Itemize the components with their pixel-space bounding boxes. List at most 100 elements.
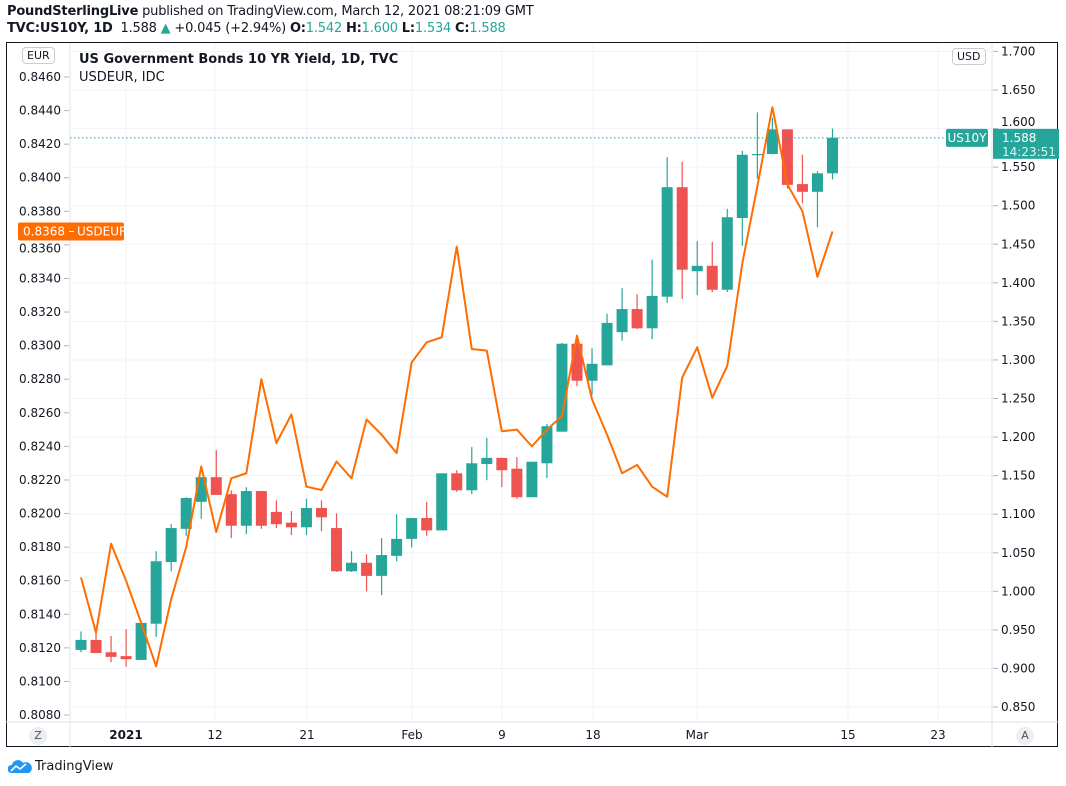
right-axis-tick-label: 1.450 bbox=[1001, 237, 1035, 251]
candle-body bbox=[601, 322, 613, 366]
left-axis-tick-label: 0.8200 bbox=[19, 507, 61, 521]
right-axis-tick-label: 1.700 bbox=[1001, 44, 1035, 58]
time-axis-tick-label: 9 bbox=[498, 728, 506, 742]
candle-body bbox=[210, 477, 222, 495]
candle-body bbox=[315, 508, 327, 518]
candle bbox=[180, 497, 192, 536]
publish-info: PoundSterlingLive published on TradingVi… bbox=[7, 4, 534, 19]
time-axis-tick-label: Mar bbox=[686, 728, 709, 742]
left-axis-tick-label: 0.8280 bbox=[19, 372, 61, 386]
legend-compare-series: USDEUR, IDC bbox=[79, 70, 165, 85]
candle-body bbox=[631, 309, 643, 329]
time-axis-tick-label: 18 bbox=[585, 728, 600, 742]
publisher-name: PoundSterlingLive bbox=[7, 4, 139, 19]
candle-body bbox=[225, 494, 237, 526]
candle bbox=[421, 501, 433, 536]
auto-scale-button[interactable]: A bbox=[1016, 727, 1034, 745]
candle bbox=[406, 518, 418, 548]
time-axis-tick-label: Feb bbox=[401, 728, 422, 742]
candle bbox=[796, 154, 808, 204]
candle bbox=[646, 259, 658, 340]
candle-body bbox=[571, 343, 583, 381]
candle-body bbox=[285, 522, 297, 528]
right-axis-tick-label: 1.600 bbox=[1001, 115, 1035, 129]
left-axis-tick-label: 0.8220 bbox=[19, 473, 61, 487]
candle bbox=[586, 348, 598, 395]
candle bbox=[195, 477, 207, 519]
brand-name: TradingView bbox=[35, 759, 114, 774]
left-axis-tick-label: 0.8380 bbox=[19, 204, 61, 218]
symbol: TVC:US10Y, 1D bbox=[7, 21, 113, 36]
open-value: 1.542 bbox=[305, 21, 343, 36]
right-axis-tick-label: 1.550 bbox=[1001, 160, 1035, 174]
right-axis-tick-label: 1.650 bbox=[1001, 83, 1035, 97]
candle bbox=[481, 437, 493, 481]
zoom-reset-button[interactable]: Z bbox=[29, 727, 47, 745]
candle bbox=[436, 473, 448, 531]
candle-body bbox=[721, 217, 733, 290]
candle-body bbox=[466, 463, 478, 491]
right-axis-tick-label: 1.200 bbox=[1001, 430, 1035, 444]
left-axis-tick-label: 0.8400 bbox=[19, 171, 61, 185]
candle bbox=[721, 208, 733, 293]
candle bbox=[766, 117, 778, 155]
candle bbox=[90, 632, 102, 654]
candle-body bbox=[511, 468, 523, 498]
left-axis-tick-label: 0.8340 bbox=[19, 271, 61, 285]
right-axis-tick-label: 0.950 bbox=[1001, 623, 1035, 637]
candle-body bbox=[451, 473, 463, 491]
candle-body bbox=[781, 129, 793, 185]
close-label: C: bbox=[455, 21, 470, 36]
candle bbox=[451, 470, 463, 492]
left-axis-tick-label: 0.8140 bbox=[19, 607, 61, 621]
published-text: published on TradingView.com, March 12, … bbox=[142, 4, 534, 19]
last-price-label: 1.588 bbox=[1002, 131, 1036, 145]
usdeur-series-name: USDEUR bbox=[77, 224, 127, 238]
candle-body bbox=[496, 457, 508, 471]
candle-body bbox=[361, 562, 373, 576]
symbol-info: TVC:US10Y, 1D 1.588 ▲ +0.045 (+2.94%) O:… bbox=[7, 21, 506, 36]
cloud-logo-icon bbox=[8, 759, 32, 773]
candle-body bbox=[180, 497, 192, 529]
candle bbox=[466, 447, 478, 495]
left-axis-tick-label: 0.8080 bbox=[19, 708, 61, 722]
candle bbox=[827, 128, 838, 180]
time-axis-tick-label: 2021 bbox=[109, 728, 142, 742]
candle-body bbox=[556, 343, 568, 432]
tradingview-logo[interactable]: TradingView bbox=[8, 759, 114, 774]
candle bbox=[120, 629, 132, 667]
left-currency-badge[interactable]: EUR bbox=[22, 47, 55, 64]
candle bbox=[511, 457, 523, 499]
candle bbox=[361, 554, 373, 592]
candle bbox=[225, 490, 237, 539]
candle-body bbox=[676, 187, 688, 270]
left-axis-tick-label: 0.8360 bbox=[19, 241, 61, 255]
up-arrow-icon: ▲ bbox=[160, 21, 171, 36]
left-axis-tick-label: 0.8100 bbox=[19, 674, 61, 688]
candle-body bbox=[135, 622, 147, 660]
candle bbox=[736, 150, 748, 246]
usdeur-line bbox=[80, 106, 834, 668]
high-label: H: bbox=[345, 21, 362, 36]
high-value: 1.600 bbox=[361, 21, 398, 36]
candle bbox=[300, 498, 312, 536]
candle bbox=[526, 461, 538, 498]
right-axis-tick-label: 1.100 bbox=[1001, 507, 1035, 521]
open-label: O: bbox=[289, 21, 306, 36]
candle bbox=[210, 450, 222, 495]
candle-body bbox=[300, 508, 312, 528]
right-currency-badge[interactable]: USD bbox=[952, 48, 986, 65]
change: +0.045 (+2.94%) bbox=[174, 21, 286, 36]
candle bbox=[706, 241, 718, 293]
candle bbox=[541, 423, 553, 478]
candle-body bbox=[105, 652, 117, 657]
close-value: 1.588 bbox=[469, 21, 506, 36]
candle bbox=[376, 538, 388, 596]
low-value: 1.534 bbox=[414, 21, 452, 36]
candle-body bbox=[270, 511, 282, 525]
candle-body bbox=[751, 154, 763, 156]
candle bbox=[331, 513, 343, 573]
candle-body bbox=[90, 639, 102, 654]
candle bbox=[391, 514, 403, 562]
